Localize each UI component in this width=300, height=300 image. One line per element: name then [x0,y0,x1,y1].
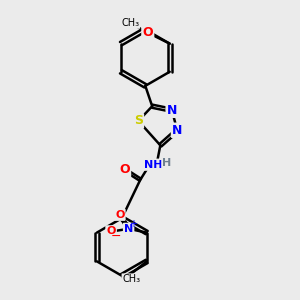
Text: +: + [129,219,137,229]
Text: N: N [124,224,133,234]
Text: N: N [167,104,177,117]
Text: H: H [162,158,171,168]
Text: −: − [111,230,122,243]
Text: N: N [172,124,182,137]
Text: S: S [134,114,143,128]
Text: O: O [119,163,130,176]
Text: O: O [115,210,124,220]
Text: O: O [106,226,116,236]
Text: CH₃: CH₃ [122,18,140,28]
Text: CH₃: CH₃ [122,274,140,284]
Text: O: O [142,26,153,39]
Text: NH: NH [144,160,162,170]
